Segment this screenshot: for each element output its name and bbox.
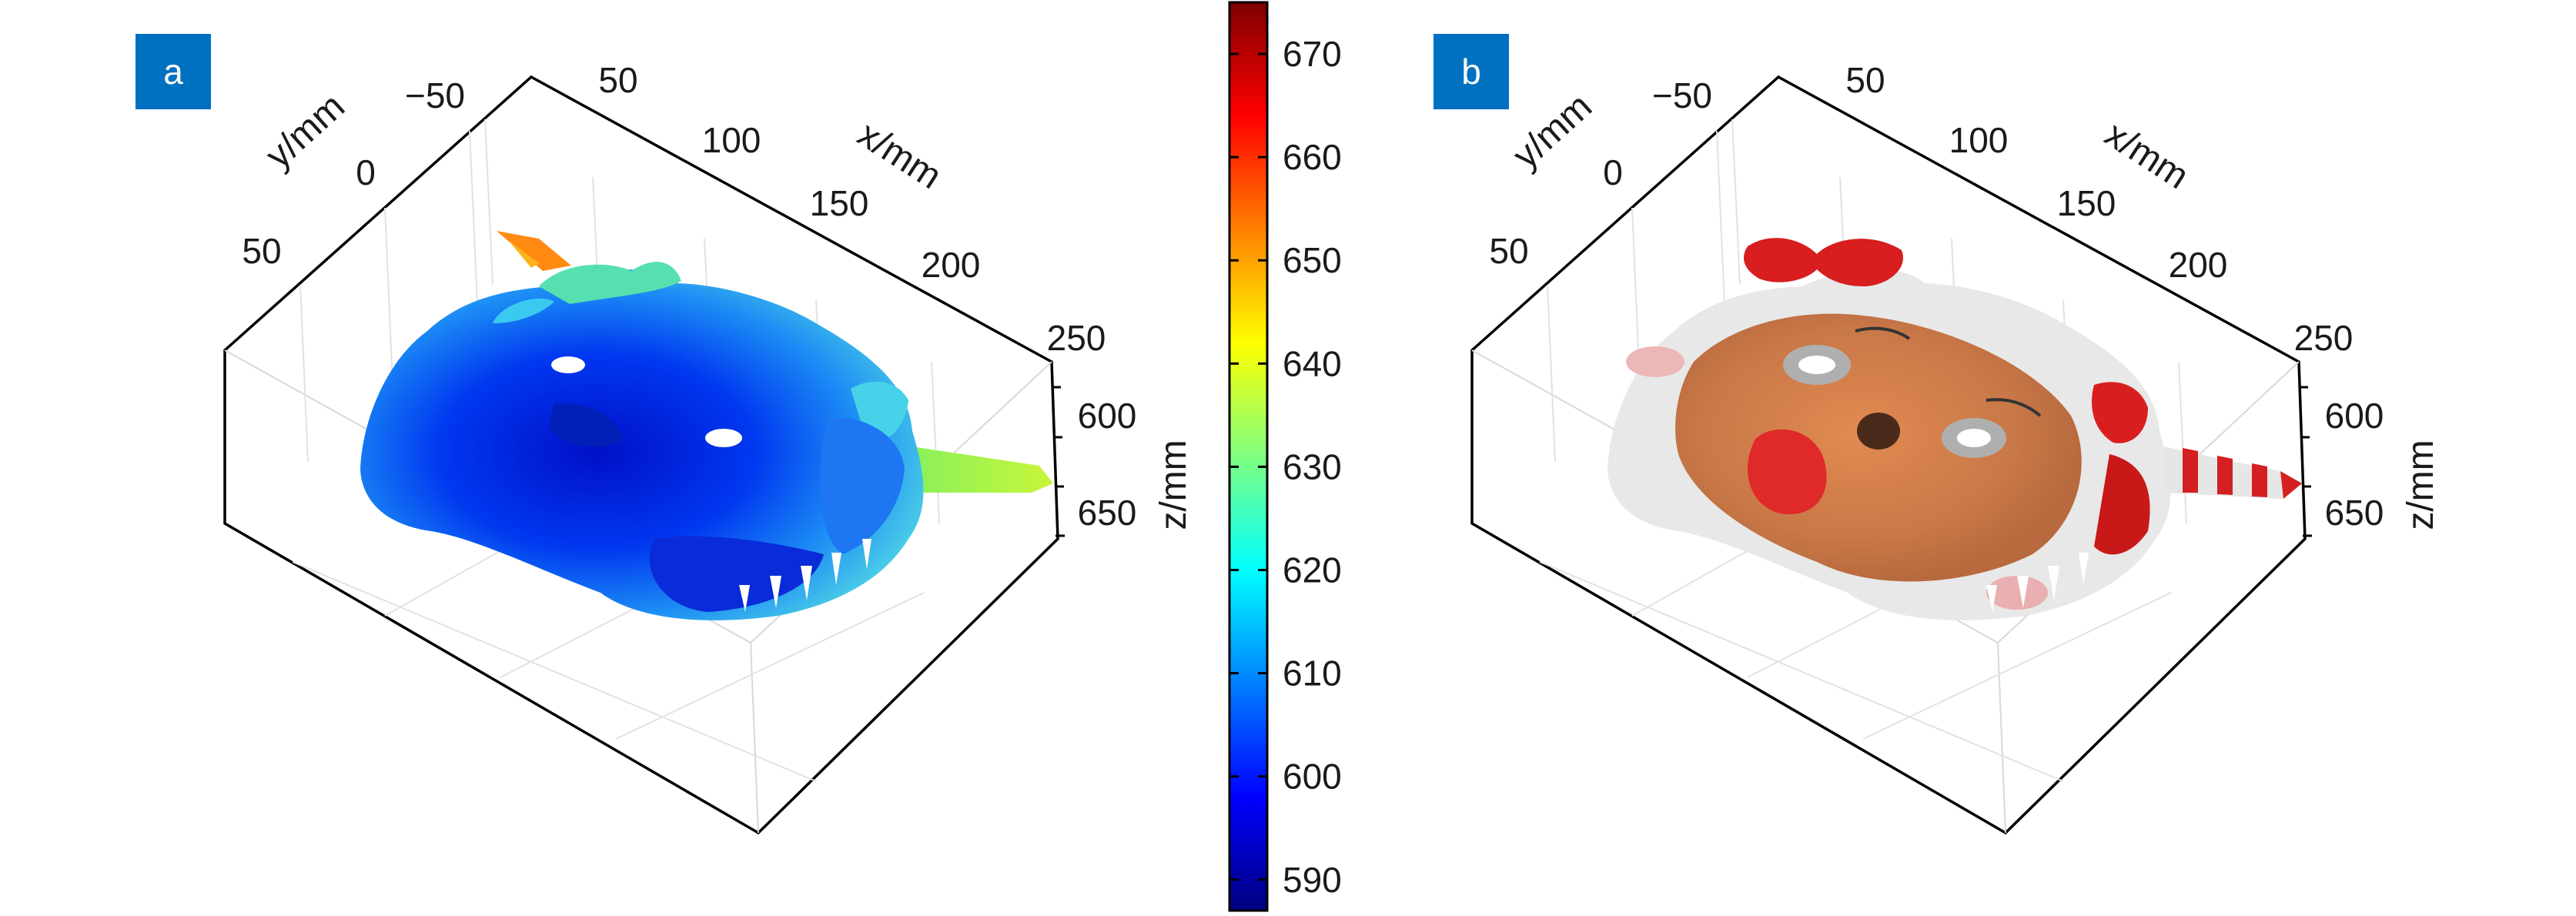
panel-a-z-axis-label: z/mm (1153, 440, 1194, 530)
panel-a-y-tick-neg50: −50 (405, 75, 465, 115)
panel-a-y-axis-label: y/mm (258, 86, 353, 177)
panel-b-y-tick-neg50: −50 (1652, 75, 1712, 115)
colorbar-tick-label: 670 (1283, 34, 1342, 74)
panel-a-x-tick-150: 150 (810, 183, 869, 223)
panel-b-badge: b (1434, 34, 1509, 109)
panel-b-box-outline (1470, 75, 2307, 835)
colorbar-tick-label: 660 (1283, 137, 1342, 177)
panel-b-z-tick-650: 650 (2325, 493, 2384, 533)
colorbar-tick-label: 640 (1283, 343, 1342, 383)
colorbar-tick-label: 590 (1283, 860, 1342, 900)
colorbar-tick-label: 620 (1283, 550, 1342, 590)
colorbar-tick-label: 650 (1283, 240, 1342, 280)
panel-b-x-tick-100: 100 (1949, 120, 2009, 160)
panel-a-z-tick-650: 650 (1078, 493, 1137, 533)
panel-b-x-tick-50: 50 (1845, 60, 1885, 100)
panel-b-x-tick-250: 250 (2294, 318, 2354, 358)
panel-b-z-axis-label: z/mm (2400, 440, 2441, 530)
panel-b-x-tick-150: 150 (2057, 183, 2116, 223)
colorbar: 590 600 610 620 630 640 650 660 670 (1228, 1, 1342, 912)
panel-b-y-tick-50: 50 (1489, 231, 1528, 271)
colorbar-tick-label: 630 (1283, 446, 1342, 486)
panel-a-z-tick-600: 600 (1078, 396, 1137, 436)
panel-b-x-tick-200: 200 (2169, 245, 2228, 285)
colorbar-ticks: 590 600 610 620 630 640 650 660 670 (1229, 34, 1342, 900)
panel-a-box-outline (223, 75, 1059, 835)
colorbar-gradient (1228, 1, 1269, 912)
panel-b-y-tick-0: 0 (1603, 152, 1623, 192)
panel-a-3d-plot: 50 100 150 200 250 x/mm −50 0 50 y/mm 60… (223, 60, 1194, 835)
panel-a-x-tick-250: 250 (1047, 318, 1106, 358)
panel-a-y-tick-50: 50 (242, 231, 281, 271)
panel-a-badge: a (135, 34, 211, 109)
panel-a-x-tick-50: 50 (598, 60, 637, 100)
panel-a-x-tick-200: 200 (922, 245, 981, 285)
panel-a-y-tick-0: 0 (356, 152, 376, 192)
panel-b-point-cloud (1607, 238, 2302, 620)
colorbar-tick-label: 600 (1283, 757, 1342, 797)
colorbar-tick-label: 610 (1283, 654, 1342, 694)
panel-b-y-axis-label: y/mm (1505, 86, 1600, 177)
panel-b-z-tick-600: 600 (2325, 396, 2384, 436)
panel-b-3d-plot: 50 100 150 200 250 x/mm −50 0 50 y/mm 60… (1470, 60, 2441, 835)
panel-a-x-tick-100: 100 (702, 120, 761, 160)
panel-a-point-cloud (360, 231, 1053, 620)
